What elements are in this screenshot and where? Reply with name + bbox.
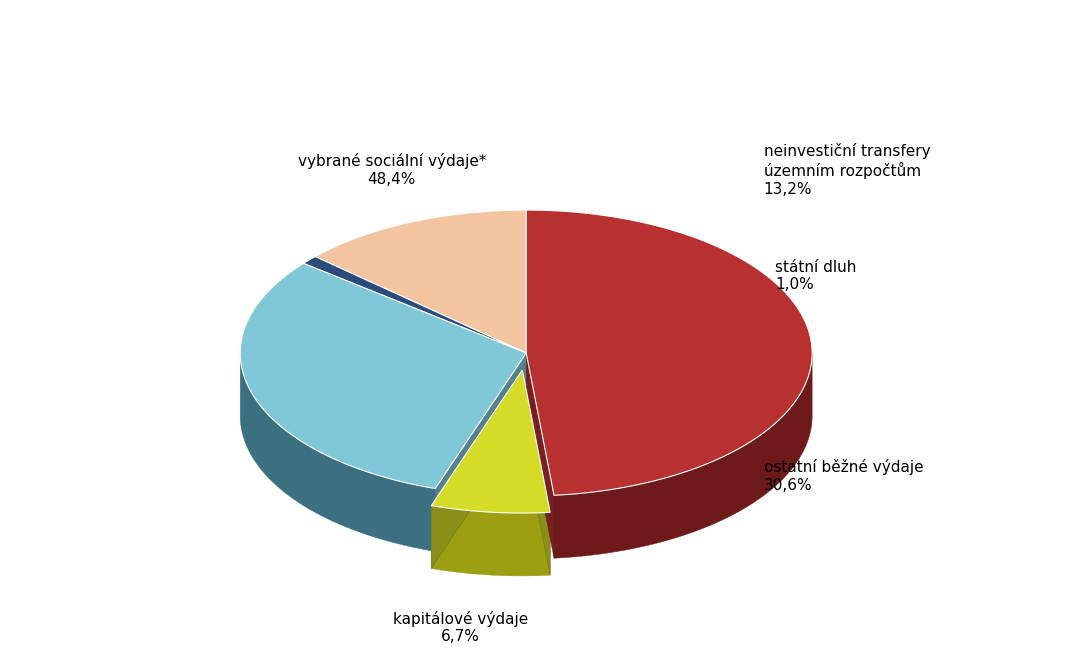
Polygon shape xyxy=(526,353,555,558)
Polygon shape xyxy=(304,256,526,353)
Text: státní dluh
1,0%: státní dluh 1,0% xyxy=(775,260,856,292)
Text: neinvestiční transfery
územním rozpočtům
13,2%: neinvestiční transfery územním rozpočtům… xyxy=(763,143,930,196)
Polygon shape xyxy=(240,263,526,489)
Polygon shape xyxy=(522,370,550,575)
Text: kapitálové výdaje
6,7%: kapitálové výdaje 6,7% xyxy=(392,611,528,644)
Polygon shape xyxy=(431,370,550,513)
Polygon shape xyxy=(431,505,550,576)
Text: vybrané sociální výdaje*
48,4%: vybrané sociální výdaje* 48,4% xyxy=(297,153,486,186)
Polygon shape xyxy=(555,353,812,558)
Polygon shape xyxy=(431,370,522,569)
Polygon shape xyxy=(526,210,812,496)
Polygon shape xyxy=(240,354,436,551)
Polygon shape xyxy=(436,353,526,551)
Polygon shape xyxy=(316,210,526,353)
Text: ostatní běžné výdaje
30,6%: ostatní běžné výdaje 30,6% xyxy=(763,460,923,493)
